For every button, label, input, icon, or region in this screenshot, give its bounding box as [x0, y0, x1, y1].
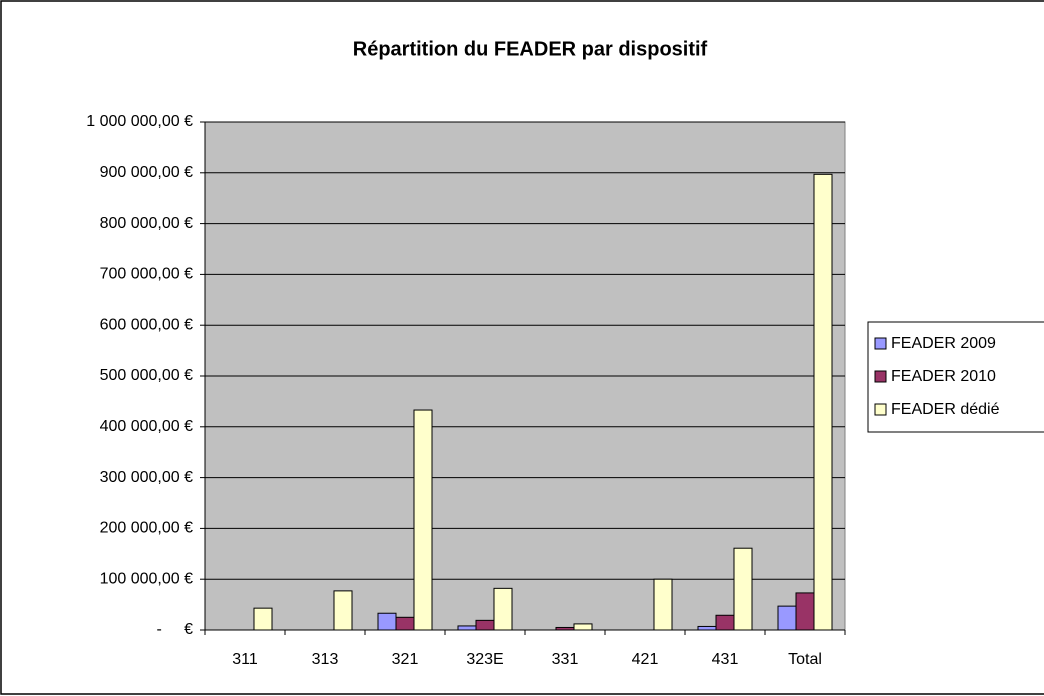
y-tick-label: 1 000 000,00 €	[86, 113, 193, 130]
bar	[813, 173, 833, 631]
bar	[253, 607, 273, 631]
y-tick-label: 700 000,00 €	[100, 266, 194, 283]
legend-label: FEADER 2009	[891, 335, 996, 352]
y-tick-label: 600 000,00 €	[100, 316, 194, 333]
y-tick-label: 800 000,00 €	[100, 215, 194, 232]
x-tick-label: 431	[712, 651, 739, 668]
bar	[475, 619, 495, 631]
bar	[733, 547, 753, 631]
bar	[413, 409, 433, 631]
bar	[395, 616, 415, 631]
bar	[777, 605, 797, 631]
y-tick-label: 400 000,00 €	[100, 418, 194, 435]
bar	[697, 625, 717, 631]
chart-title: Répartition du FEADER par dispositif	[353, 38, 708, 60]
x-tick-label: 421	[632, 651, 659, 668]
y-tick-label: 900 000,00 €	[100, 164, 194, 181]
y-tick-label: 100 000,00 €	[100, 570, 194, 587]
x-tick-label: 331	[552, 651, 579, 668]
bar	[715, 614, 735, 631]
y-tick-label: - €	[157, 621, 194, 638]
legend-swatch	[874, 403, 887, 416]
x-tick-label: 321	[392, 651, 419, 668]
x-tick-label: Total	[788, 651, 822, 668]
legend-swatch	[874, 370, 887, 383]
x-tick-label: 311	[232, 651, 258, 668]
x-tick-label: 323E	[466, 651, 503, 668]
legend-swatch	[874, 337, 887, 350]
y-tick-label: 200 000,00 €	[100, 520, 194, 537]
bar	[795, 592, 815, 631]
legend-label: FEADER 2010	[891, 368, 996, 385]
bar	[457, 625, 477, 631]
x-tick-label: 313	[312, 651, 339, 668]
y-tick-label: 500 000,00 €	[100, 367, 194, 384]
bar	[573, 623, 593, 631]
bar	[377, 612, 397, 631]
bar	[555, 626, 575, 631]
bar	[493, 587, 513, 631]
legend-box	[867, 321, 1044, 433]
bar	[333, 590, 353, 631]
bar	[653, 578, 673, 631]
y-tick-label: 300 000,00 €	[100, 469, 194, 486]
legend-label: FEADER dédié	[891, 401, 1000, 418]
